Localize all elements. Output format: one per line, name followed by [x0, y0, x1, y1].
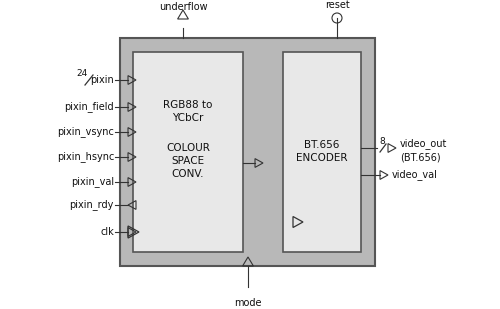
Text: pixin_field: pixin_field — [64, 102, 114, 112]
Bar — [133, 52, 243, 252]
Text: YCbCr: YCbCr — [172, 113, 204, 123]
Text: pixin_rdy: pixin_rdy — [70, 200, 114, 210]
Text: pixin_val: pixin_val — [71, 176, 114, 188]
Text: BT.656: BT.656 — [304, 140, 340, 150]
Text: pixin: pixin — [90, 75, 114, 85]
Text: 24: 24 — [76, 69, 88, 78]
Text: reset: reset — [324, 0, 349, 10]
Bar — [120, 38, 375, 266]
Text: pixin_hsync: pixin_hsync — [56, 151, 114, 163]
Text: CONV.: CONV. — [172, 169, 204, 179]
Text: 8: 8 — [379, 137, 385, 146]
Text: SPACE: SPACE — [172, 156, 204, 166]
Text: underflow: underflow — [158, 2, 208, 12]
Text: video_val: video_val — [392, 170, 438, 180]
Text: video_out: video_out — [400, 138, 448, 150]
Text: mode: mode — [234, 298, 262, 308]
Text: (BT.656): (BT.656) — [400, 152, 440, 162]
Bar — [283, 52, 361, 252]
Text: pixin_vsync: pixin_vsync — [57, 127, 114, 138]
Text: ENCODER: ENCODER — [296, 153, 348, 163]
Text: COLOUR: COLOUR — [166, 143, 210, 153]
Text: RGB88 to: RGB88 to — [164, 100, 212, 110]
Text: clk: clk — [100, 227, 114, 237]
